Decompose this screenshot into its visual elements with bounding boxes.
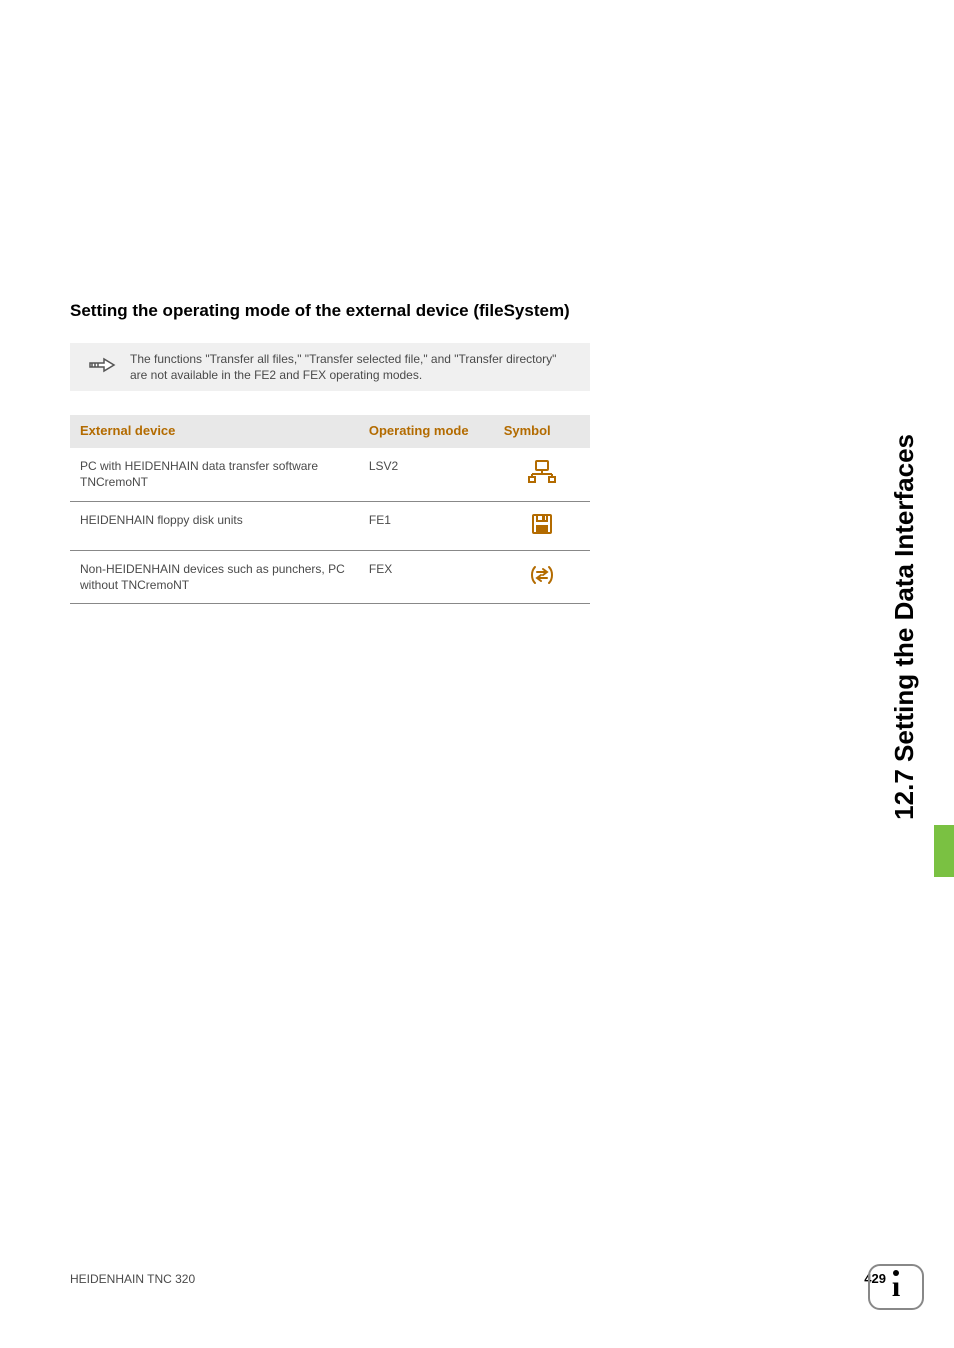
serial-transfer-icon (529, 576, 555, 590)
pc-network-icon (528, 474, 556, 488)
table-row: PC with HEIDENHAIN data transfer softwar… (70, 448, 590, 501)
th-symbol: Symbol (494, 415, 590, 448)
page-footer: HEIDENHAIN TNC 320 429 (70, 1271, 886, 1286)
sidebar-title-text: 12.7 Setting the Data Interfaces (889, 434, 920, 820)
cell-device: PC with HEIDENHAIN data transfer softwar… (70, 448, 359, 501)
hand-pointing-icon (80, 351, 124, 377)
cell-symbol (494, 550, 590, 603)
table-row: Non-HEIDENHAIN devices such as punchers,… (70, 550, 590, 603)
sidebar-green-bar (934, 825, 954, 877)
info-icon-box: ı (868, 1264, 924, 1310)
section-heading: Setting the operating mode of the extern… (70, 300, 590, 323)
table-row: HEIDENHAIN floppy disk units FE1 (70, 501, 590, 550)
cell-mode: FE1 (359, 501, 494, 550)
cell-mode: LSV2 (359, 448, 494, 501)
table-header-row: External device Operating mode Symbol (70, 415, 590, 448)
th-operating-mode: Operating mode (359, 415, 494, 448)
footer-left-text: HEIDENHAIN TNC 320 (70, 1272, 195, 1286)
cell-symbol (494, 448, 590, 501)
note-box: The functions "Transfer all files," "Tra… (70, 343, 590, 391)
note-text: The functions "Transfer all files," "Tra… (124, 351, 580, 383)
floppy-icon (530, 525, 554, 539)
cell-device: Non-HEIDENHAIN devices such as punchers,… (70, 550, 359, 603)
cell-device: HEIDENHAIN floppy disk units (70, 501, 359, 550)
device-mode-table: External device Operating mode Symbol PC… (70, 415, 590, 604)
th-external-device: External device (70, 415, 359, 448)
sidebar-chapter-title: 12.7 Setting the Data Interfaces (889, 280, 920, 820)
info-dot (893, 1270, 899, 1276)
cell-mode: FEX (359, 550, 494, 603)
cell-symbol (494, 501, 590, 550)
